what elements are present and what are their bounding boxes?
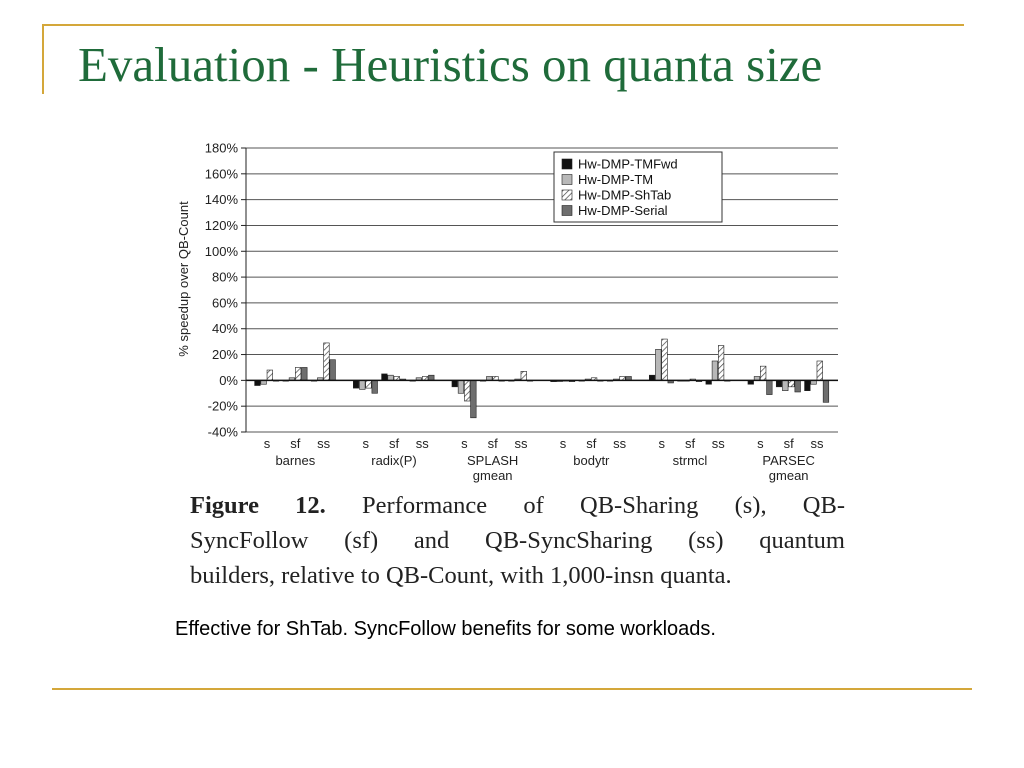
x-group-label: gmean	[473, 468, 513, 483]
x-group-label: SPLASH	[467, 453, 518, 468]
bar	[329, 359, 336, 381]
y-axis-label: % speedup over QB-Count	[176, 201, 191, 357]
y-tick-label: 160%	[205, 166, 239, 181]
bar	[323, 342, 330, 381]
bar	[661, 338, 668, 381]
figure-label: Figure 12.	[190, 492, 326, 519]
x-subgroup-label: s	[757, 436, 764, 451]
x-subgroup-label: sf	[586, 436, 597, 451]
x-group-label: gmean	[769, 468, 809, 483]
bar	[655, 349, 662, 381]
legend-entry: Hw-DMP-TM	[578, 172, 653, 187]
slide-title: Evaluation - Heuristics on quanta size	[78, 37, 823, 92]
slide-note: Effective for ShTab. SyncFollow benefits…	[175, 618, 716, 640]
x-subgroup-label: ss	[613, 436, 627, 451]
bar	[794, 380, 801, 393]
bar	[822, 380, 830, 403]
bar	[295, 367, 302, 381]
bar	[301, 367, 308, 381]
x-group-label: PARSEC	[762, 453, 815, 468]
bar	[371, 380, 378, 394]
bar	[766, 380, 773, 395]
bar	[457, 380, 465, 394]
x-subgroup-label: sf	[389, 436, 400, 451]
y-tick-label: -40%	[208, 425, 239, 440]
bar	[775, 380, 783, 388]
bar	[381, 373, 388, 381]
chart-legend: Hw-DMP-TMFwdHw-DMP-TMHw-DMP-ShTabHw-DMP-…	[553, 151, 723, 223]
x-subgroup-label: s	[264, 436, 271, 451]
x-subgroup-label: s	[362, 436, 369, 451]
y-tick-label: 20%	[212, 347, 238, 362]
caption-line-1: Performance of QB-Sharing (s), QB-	[362, 492, 845, 519]
bar	[760, 365, 767, 381]
y-tick-label: 80%	[212, 270, 238, 285]
bar	[782, 380, 789, 391]
bar	[711, 360, 718, 381]
y-tick-label: 100%	[205, 244, 239, 259]
y-tick-label: -20%	[208, 399, 239, 414]
bar	[266, 369, 273, 381]
x-subgroup-label: sf	[290, 436, 301, 451]
legend-swatch	[561, 189, 573, 201]
bar-chart: -40% -20% 0% 20% 40% 60% 80% 100% 120% 140% 160% 18…	[176, 141, 838, 483]
legend-entry: Hw-DMP-ShTab	[578, 188, 671, 203]
x-group-label: radix(P)	[371, 453, 417, 468]
x-subgroup-label: s	[461, 436, 468, 451]
bar	[470, 380, 477, 419]
bar	[464, 380, 471, 402]
y-tick-label: 140%	[205, 192, 239, 207]
legend-swatch	[561, 205, 573, 216]
bar	[520, 371, 527, 381]
y-tick-label: 120%	[205, 218, 239, 233]
x-subgroup-label: ss	[317, 436, 331, 451]
x-subgroup-label: ss	[810, 436, 824, 451]
legend-swatch	[561, 174, 573, 185]
title-top-rule	[42, 24, 964, 26]
bar	[359, 380, 366, 390]
bar	[788, 380, 795, 388]
x-subgroup-label: sf	[784, 436, 795, 451]
x-group-label: strmcl	[673, 453, 708, 468]
caption-line-2: SyncFollow (sf) and QB-SyncSharing (ss) …	[190, 527, 845, 554]
legend-entry: Hw-DMP-Serial	[578, 203, 668, 218]
x-subgroup-label: s	[560, 436, 567, 451]
legend-swatch	[561, 158, 573, 170]
title-left-accent-bar	[42, 24, 44, 94]
footer-rule	[52, 688, 972, 690]
bar	[365, 380, 372, 389]
y-tick-label: 0%	[219, 373, 238, 388]
caption-line-3: builders, relative to QB-Count, with 1,0…	[190, 562, 732, 589]
y-tick-label: 180%	[205, 141, 239, 156]
figure-caption: Figure 12. Performance of QB-Sharing (s)…	[190, 488, 845, 593]
x-subgroup-label: s	[658, 436, 665, 451]
x-subgroup-label: ss	[514, 436, 528, 451]
legend-entry: Hw-DMP-TMFwd	[578, 157, 678, 172]
bar	[353, 380, 360, 389]
x-group-label: barnes	[275, 453, 315, 468]
bar	[816, 360, 823, 381]
x-group-label: bodytr	[573, 453, 610, 468]
x-subgroup-label: sf	[488, 436, 499, 451]
x-subgroup-label: ss	[712, 436, 726, 451]
x-subgroup-label: ss	[416, 436, 430, 451]
x-subgroup-label: sf	[685, 436, 696, 451]
bar	[804, 380, 811, 391]
legend-box	[553, 151, 723, 223]
bar	[717, 345, 725, 381]
bar	[451, 380, 458, 388]
y-tick-label: 60%	[212, 295, 238, 310]
y-tick-label: 40%	[212, 321, 238, 336]
